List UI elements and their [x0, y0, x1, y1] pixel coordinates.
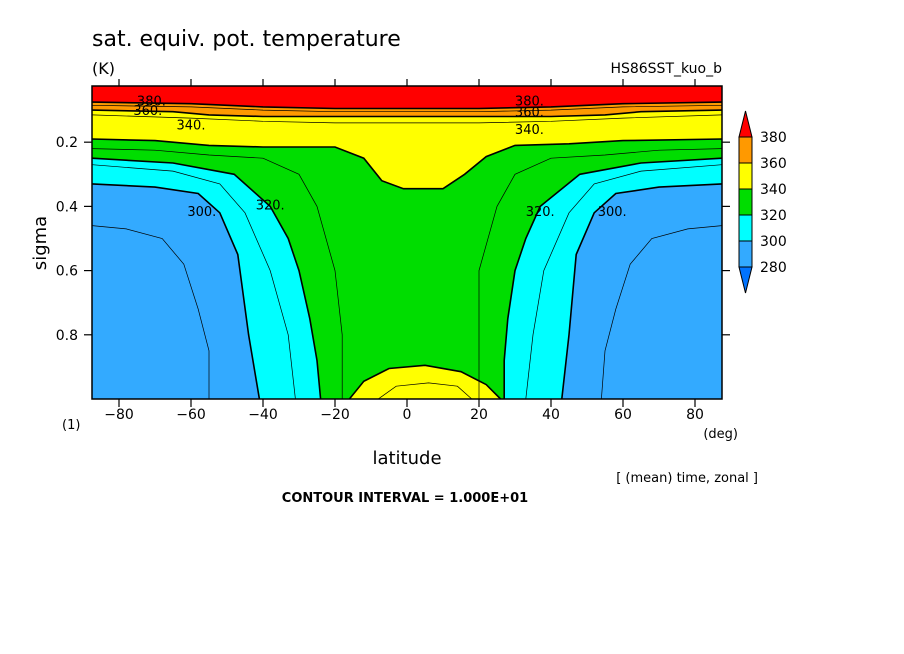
contour-line-360-2: [91, 109, 723, 118]
contour-line-350-3: [91, 114, 723, 124]
contour-lines-layer: [91, 101, 723, 400]
contour-line-320-8: [503, 157, 723, 399]
contour-label-5: 380.: [515, 94, 544, 109]
x-tick-label-4: 0: [403, 407, 412, 423]
contour-label-2: 340.: [177, 118, 206, 133]
x-tick-label-5: 20: [470, 407, 488, 423]
contour-line-350-16: [377, 382, 473, 400]
contour-line-300-11: [91, 183, 261, 400]
contour-line-310-9: [91, 164, 296, 400]
y-tick-label-0: 0.2: [56, 135, 78, 151]
y-axis-label: sigma: [30, 216, 51, 270]
y-axis-units: (1): [62, 418, 80, 433]
colorbar-label-360: 360: [760, 156, 787, 172]
contour-line-370-1: [91, 104, 723, 113]
fill-region-3: [92, 139, 722, 399]
fill-region-7: [92, 183, 260, 399]
colorbar-box-4: [738, 240, 753, 268]
colorbar: 280 300 320 340 360 380: [738, 110, 787, 294]
y-tick-label-2: 0.6: [56, 264, 78, 280]
x-axis-units: (deg): [703, 427, 738, 442]
contour-label-4: 320.: [256, 199, 285, 214]
x-tick-label-6: 40: [542, 407, 560, 423]
fill-region-2: [92, 110, 722, 189]
fill-region-8: [561, 183, 722, 399]
contour-label-8: 320.: [526, 205, 555, 220]
contour-label-1: 360.: [133, 104, 162, 119]
colorbar-box-3: [738, 214, 753, 242]
colorbar-top-arrow: [738, 110, 753, 138]
y-tick-label-1: 0.4: [56, 199, 78, 215]
colorbar-box-2: [738, 188, 753, 216]
y-axis: 0.2 0.4 0.6 0.8: [56, 135, 730, 344]
contour-label-0: 380.: [137, 94, 166, 109]
x-tick-label-8: 80: [686, 407, 704, 423]
contour-line-330-6: [478, 148, 723, 399]
chart-units: (K): [92, 59, 115, 78]
x-tick-label-2: −40: [248, 407, 278, 423]
colorbar-label-320: 320: [760, 208, 787, 224]
y-tick-label-3: 0.8: [56, 328, 78, 344]
colorbar-bottom-arrow: [738, 266, 753, 294]
x-tick-label-3: −20: [320, 407, 350, 423]
x-tick-label-1: −60: [176, 407, 206, 423]
experiment-name: HS86SST_kuo_b: [610, 61, 722, 77]
contour-label-9: 300.: [598, 205, 627, 220]
fill-region-6: [504, 158, 722, 399]
contour-line-330-5: [91, 148, 343, 399]
averaging-note: [ (mean) time, zonal ]: [616, 471, 758, 486]
contour-line-380-0: [91, 101, 723, 110]
colorbar-label-340: 340: [760, 182, 787, 198]
contour-interval-label: CONTOUR INTERVAL = 1.000E+01: [282, 491, 528, 506]
colorbar-label-280: 280: [760, 260, 787, 276]
contour-line-320-7: [91, 157, 322, 400]
chart-title: sat. equiv. pot. temperature: [92, 27, 401, 52]
contour-line-290-14: [601, 225, 723, 400]
contour-line-310-10: [525, 164, 723, 400]
contour-labels-layer: 380.360.340.300. 320.380.360.340.320. 300.: [133, 94, 626, 220]
fill-region-5: [92, 158, 321, 399]
contour-line-290-13: [91, 225, 210, 399]
contour-line-340-4: [91, 138, 723, 190]
contour-line-300-12: [561, 183, 723, 400]
colorbar-box-0: [738, 136, 753, 164]
colorbar-box-1: [738, 162, 753, 190]
x-axis: −80 −60 −40 −20 0 20 40 60 80: [104, 79, 704, 423]
colorbar-label-380: 380: [760, 130, 787, 146]
color-fill-layer: [92, 86, 722, 399]
contour-label-7: 340.: [515, 123, 544, 138]
x-tick-label-7: 60: [614, 407, 632, 423]
contour-line-340-15: [348, 364, 502, 400]
fill-region-0: [92, 86, 722, 109]
colorbar-label-300: 300: [760, 234, 787, 250]
x-axis-label: latitude: [372, 448, 441, 469]
contour-label-6: 360.: [515, 105, 544, 120]
contour-label-3: 300.: [187, 205, 216, 220]
x-tick-label-0: −80: [104, 407, 134, 423]
